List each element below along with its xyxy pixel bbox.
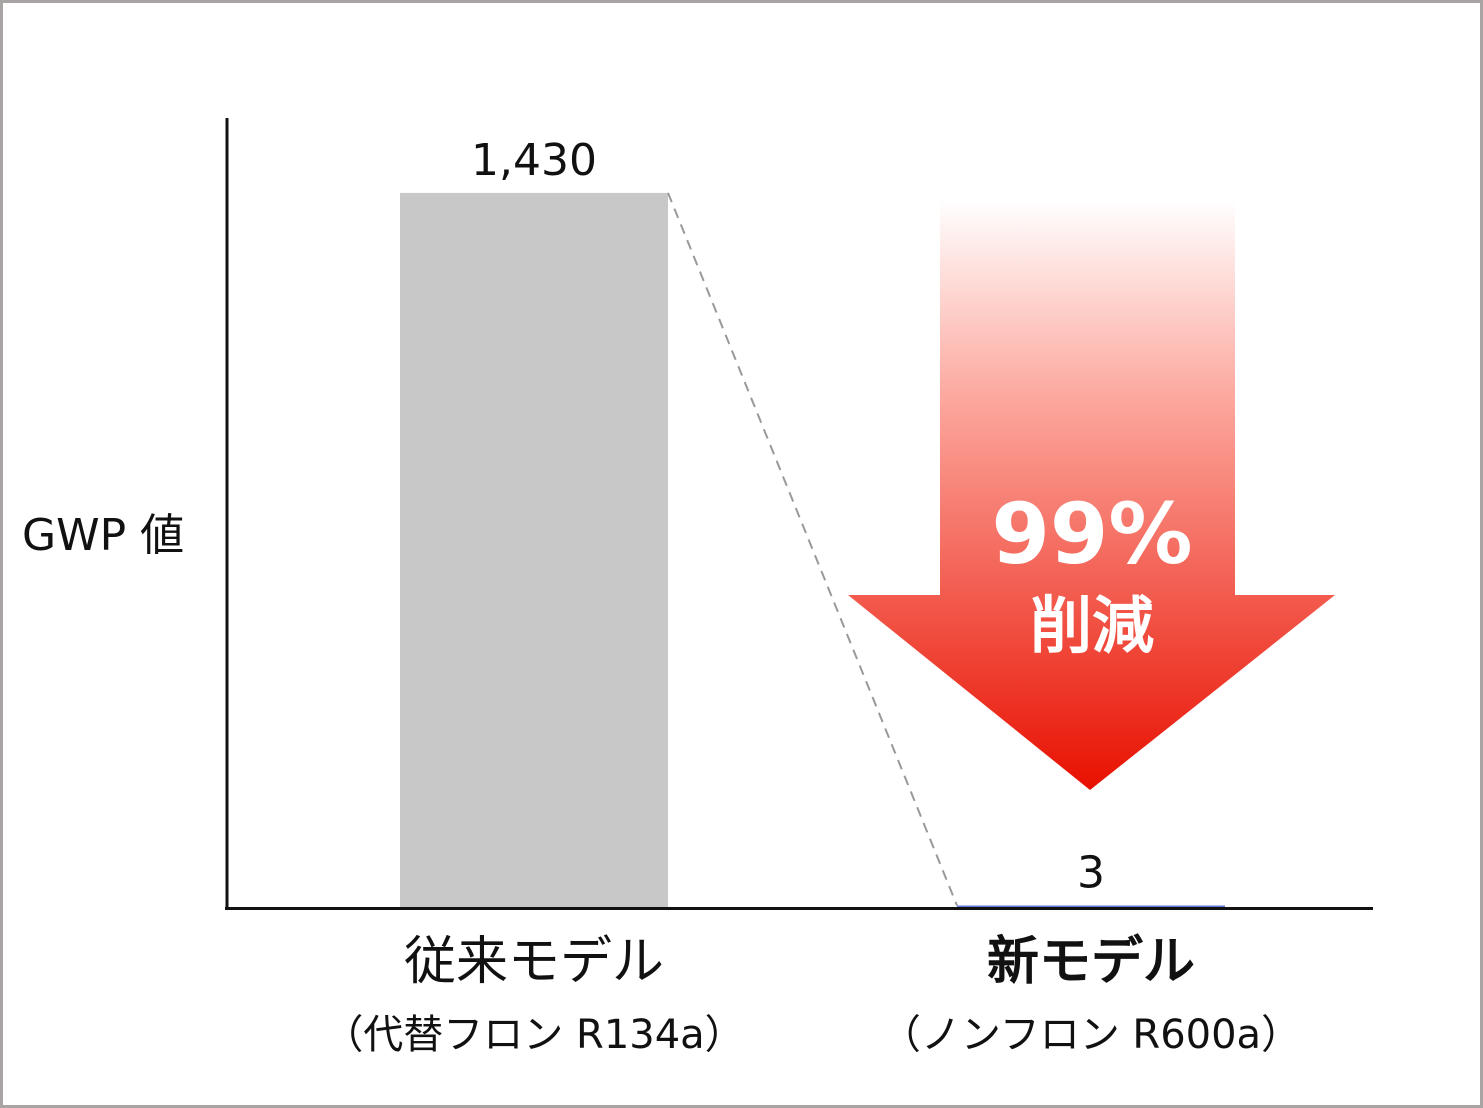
x-tick-sublabel: （ノンフロン R600a） [881, 1012, 1301, 1058]
x-tick-sublabel: （代替フロン R134a） [323, 1012, 744, 1058]
bar [400, 192, 668, 908]
value-label: 3 [1077, 848, 1105, 899]
annotation-subtext: 削減 [1030, 589, 1154, 662]
x-tick-label: 従来モデル [404, 932, 664, 992]
x-tick-label: 新モデル [987, 932, 1195, 992]
value-label: 1,430 [471, 135, 597, 186]
annotation: 99% [991, 485, 1192, 583]
reduction-arrow [848, 200, 1335, 790]
y-axis-label: GWP 値 [22, 510, 184, 561]
connector [667, 192, 958, 906]
bar [957, 905, 1225, 907]
